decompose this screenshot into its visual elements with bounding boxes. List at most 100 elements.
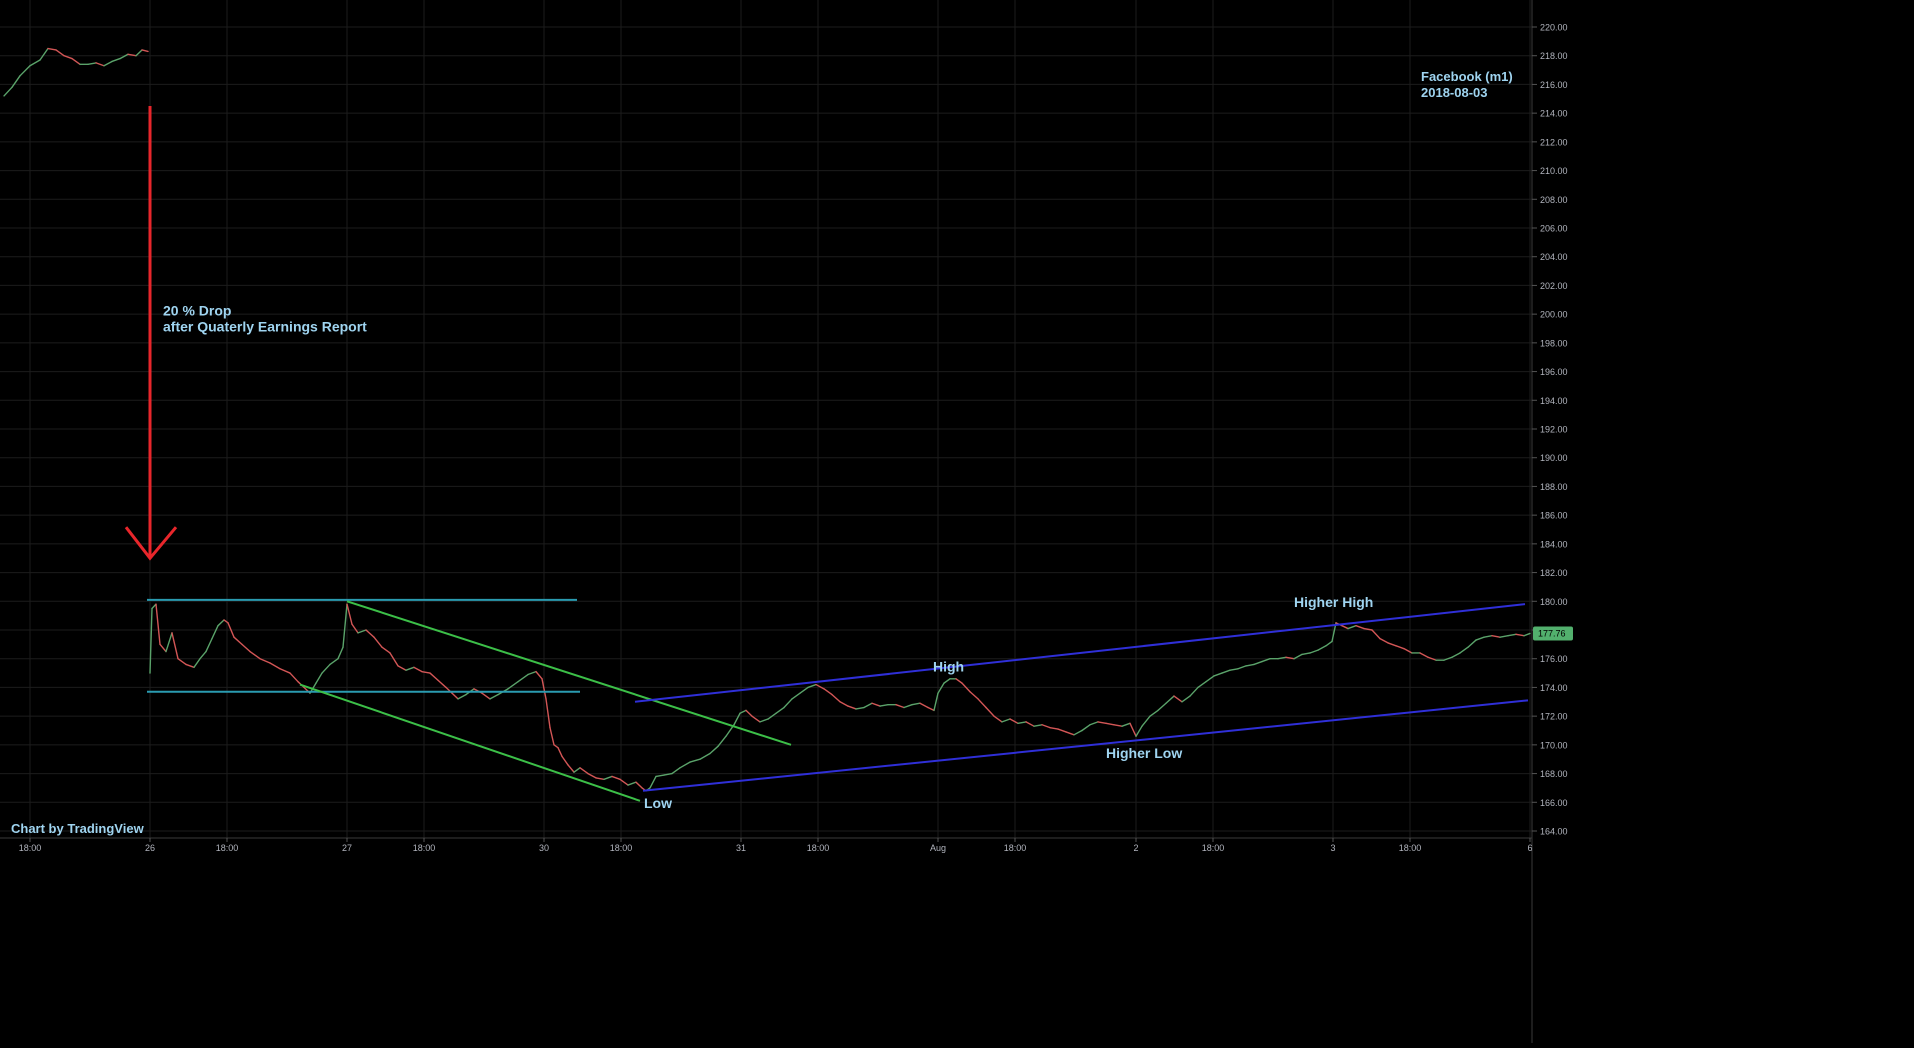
time-tick-label: 18:00 bbox=[19, 843, 42, 853]
price-segment bbox=[1363, 627, 1373, 631]
price-segment bbox=[1491, 635, 1501, 638]
price-segment bbox=[799, 686, 809, 694]
price-tick-label: 218.00 bbox=[1540, 51, 1568, 61]
price-segment bbox=[1301, 652, 1311, 656]
price-segment bbox=[1025, 721, 1035, 727]
price-tick-label: 168.00 bbox=[1540, 769, 1568, 779]
price-segment bbox=[205, 637, 213, 653]
price-segment bbox=[135, 49, 143, 57]
tradingview-watermark[interactable]: Chart by TradingView bbox=[11, 821, 145, 836]
price-segment bbox=[1229, 668, 1239, 671]
price-tick-label: 206.00 bbox=[1540, 224, 1568, 234]
price-segment bbox=[807, 683, 817, 689]
price-segment bbox=[663, 772, 673, 776]
price-segment bbox=[1197, 680, 1207, 689]
price-segment bbox=[1371, 629, 1381, 640]
price-segment bbox=[573, 767, 581, 773]
price-segment bbox=[1065, 731, 1075, 736]
price-segment bbox=[1355, 624, 1365, 630]
price-segment bbox=[1293, 653, 1303, 660]
price-segment bbox=[1121, 722, 1131, 727]
price-segment bbox=[1165, 695, 1175, 704]
time-tick-label: 3 bbox=[1330, 843, 1335, 853]
chart-date: 2018-08-03 bbox=[1421, 85, 1488, 100]
price-tick-label: 192.00 bbox=[1540, 425, 1568, 435]
price-segment bbox=[1033, 724, 1043, 727]
price-segment bbox=[839, 701, 849, 707]
price-segment bbox=[365, 629, 375, 638]
price-segment bbox=[1041, 724, 1051, 729]
price-segment bbox=[759, 718, 769, 723]
price-segment bbox=[289, 672, 299, 683]
price-segment bbox=[863, 702, 873, 709]
price-segment bbox=[249, 650, 261, 660]
price-segment bbox=[321, 663, 331, 674]
price-segment bbox=[1451, 652, 1461, 658]
price-segment bbox=[699, 752, 711, 760]
price-segment bbox=[211, 624, 219, 640]
price-segment bbox=[39, 47, 49, 61]
price-series bbox=[3, 47, 1531, 792]
time-tick-label: 27 bbox=[342, 843, 352, 853]
price-segment bbox=[655, 774, 665, 778]
price-segment bbox=[903, 703, 913, 709]
price-tick-label: 212.00 bbox=[1540, 137, 1568, 147]
trendlines[interactable] bbox=[147, 598, 1529, 802]
price-tick-label: 190.00 bbox=[1540, 453, 1568, 463]
price-segment bbox=[1395, 645, 1405, 650]
price-segment bbox=[1443, 656, 1453, 661]
price-segment bbox=[587, 772, 597, 779]
price-segment bbox=[185, 663, 195, 669]
price-tick-label: 188.00 bbox=[1540, 482, 1568, 492]
price-segment bbox=[649, 775, 657, 789]
price-tick-label: 210.00 bbox=[1540, 166, 1568, 176]
price-segment bbox=[119, 53, 129, 60]
price-axis[interactable]: 164.00 166.00 168.00 170.00 172.00 174.00 176.… bbox=[1531, 0, 1568, 1043]
price-segment bbox=[381, 646, 391, 654]
price-segment bbox=[457, 693, 467, 700]
price-tick-label: 204.00 bbox=[1540, 252, 1568, 262]
price-segment bbox=[29, 59, 41, 67]
price-segment bbox=[1459, 646, 1469, 654]
trendline-down-channel-upper[interactable] bbox=[346, 600, 792, 746]
time-tick-label: 6 bbox=[1527, 843, 1532, 853]
price-segment bbox=[1253, 660, 1263, 666]
annotation-low: Low bbox=[644, 795, 672, 811]
time-axis[interactable]: 18:00 26 18:00 27 18:00 30 18:00 31 18:00 Aug 18:0… bbox=[0, 837, 1533, 853]
price-segment bbox=[1507, 633, 1517, 637]
price-segment bbox=[241, 643, 251, 653]
price-segment bbox=[767, 712, 777, 720]
price-segment bbox=[783, 698, 793, 709]
price-tick-label: 208.00 bbox=[1540, 195, 1568, 205]
price-tick-label: 216.00 bbox=[1540, 80, 1568, 90]
price-tick-label: 182.00 bbox=[1540, 568, 1568, 578]
price-segment bbox=[933, 692, 939, 712]
last-price-label: 177.76 bbox=[1538, 628, 1566, 638]
price-segment bbox=[507, 680, 519, 690]
price-segment bbox=[1173, 695, 1183, 703]
price-segment bbox=[937, 682, 945, 694]
price-segment bbox=[603, 775, 613, 781]
price-segment bbox=[149, 607, 153, 674]
trendline-down-channel-lower[interactable] bbox=[299, 683, 641, 802]
price-segment bbox=[279, 668, 291, 674]
time-tick-label: 18:00 bbox=[1004, 843, 1027, 853]
drop-arrow-head[interactable] bbox=[124, 526, 178, 561]
price-segment bbox=[993, 715, 1003, 723]
price-segment bbox=[159, 643, 167, 653]
price-segment bbox=[831, 693, 841, 703]
annotation-drop-line1: 20 % Drop bbox=[163, 303, 231, 319]
price-segment bbox=[775, 706, 785, 714]
price-segment bbox=[1347, 624, 1357, 630]
trendline-up-channel-lower[interactable] bbox=[642, 699, 1529, 792]
drop-arrow[interactable] bbox=[124, 105, 178, 561]
time-tick-label: 26 bbox=[145, 843, 155, 853]
time-tick-label: 18:00 bbox=[413, 843, 436, 853]
price-segment bbox=[1285, 656, 1295, 660]
price-segment bbox=[1105, 722, 1115, 726]
price-segment bbox=[47, 47, 57, 51]
trendline-up-channel-upper[interactable] bbox=[634, 603, 1526, 703]
price-segment bbox=[1157, 702, 1167, 712]
